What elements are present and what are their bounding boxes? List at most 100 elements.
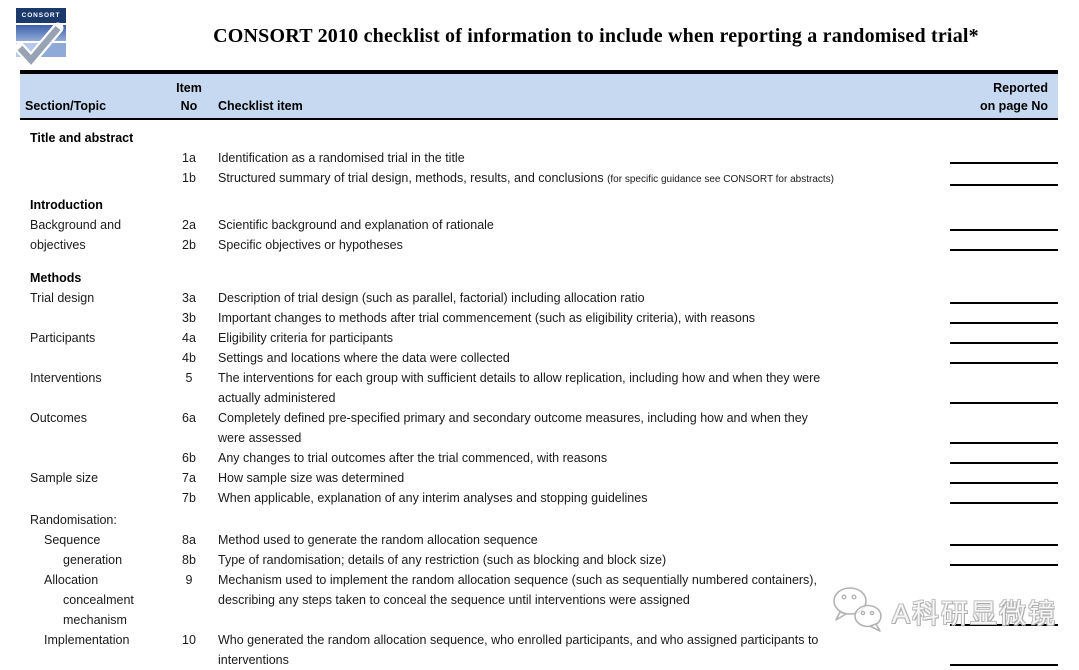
section-cell [20,348,160,368]
section-cell: Participants [20,328,160,348]
reported-page-cell [949,550,1058,570]
section-cell: Outcomes [20,408,160,448]
section-label-line: Sequence [44,533,101,547]
reported-page-cell [949,215,1058,235]
checklist-item-cell: Who generated the random allocation sequ… [218,633,819,667]
small-note: (for specific guidance see CONSORT for a… [607,174,835,185]
section-cell: Sample size [20,468,160,488]
item-no-cell: 2a [182,218,196,232]
section-heading-row: Methods [20,268,1058,288]
section-label-line: generation [63,553,123,567]
item-no-cell: 7b [182,491,196,505]
table-row: Implementation 10 Who generated the random… [20,630,1058,670]
page-title: CONSORT 2010 checklist of information to… [213,25,979,47]
table-row: Trial design 3a Description of trial desig… [20,288,1058,308]
page-number-blank-line [950,482,1058,484]
item-no-cell: 9 [185,573,193,587]
section-label-line: objectives [30,238,86,252]
page-number-blank-line [950,564,1058,566]
reported-page-cell [949,630,1058,670]
section-label-line: Sample size [30,471,99,485]
table-row: 7b When applicable, explanation of any in… [20,488,1058,508]
table-row: Interventions 5 The interventions for each… [20,368,1058,408]
section-cell: Implementation [20,630,160,670]
table-row: generation 8b Type of randomisation; detai… [20,550,1058,570]
item-no-cell: 4b [182,351,196,365]
section-cell: Allocation concealment mechanism [20,570,160,630]
item-no-cell: 7a [182,471,196,485]
checklist-item-cell: When applicable, explanation of any inte… [218,491,648,505]
page-number-blank-line [950,502,1058,504]
section-label-line: Allocation [44,573,99,587]
reported-page-cell [949,530,1058,550]
section-cell: objectives [20,235,160,255]
item-no-cell: 2b [182,238,196,252]
header-section-topic: Section/Topic [25,99,107,113]
section-cell: Trial design [20,288,160,308]
section-cell: generation [20,550,160,570]
reported-page-cell [949,328,1058,348]
section-heading-row: Title and abstract [20,128,1058,148]
table-row: Background and 2a Scientific background an… [20,215,1058,235]
section-label-line: Outcomes [30,411,87,425]
section-label-line: concealment [63,593,134,607]
section-heading-row: Introduction [20,195,1058,215]
section-heading: Title and abstract [30,131,134,145]
section-label-line: mechanism [63,613,127,627]
section-heading-row: Randomisation: [20,510,1058,530]
checklist-item-cell: Eligibility criteria for participants [218,331,394,345]
checklist-item-cell: Scientific background and explanation of… [218,218,494,232]
reported-page-cell [949,168,1058,190]
checklist-item-cell: Identification as a randomised trial in … [218,151,465,165]
section-label-line: Implementation [44,633,130,647]
table-body: Title and abstract 1a Identification as a … [20,120,1058,670]
reported-page-cell [949,348,1058,368]
table-row: objectives 2b Specific objectives or hypot… [20,235,1058,255]
reported-page-cell [949,368,1058,408]
section-label-line: Background and [30,218,122,232]
item-no-cell: 1b [182,171,196,185]
item-no-cell: 3b [182,311,196,325]
page-number-blank-line [950,544,1058,546]
table-row: 1a Identification as a randomised trial i… [20,148,1058,168]
table-row: 6b Any changes to trial outcomes after th… [20,448,1058,468]
checklist-table: Section/Topic Item No Checklist item Rep… [20,70,1058,670]
table-row: Sample size 7a How sample size was determi… [20,468,1058,488]
reported-page-cell [949,468,1058,488]
reported-page-cell [949,408,1058,448]
table-row: 3b Important changes to methods after tri… [20,308,1058,328]
header-checklist-item: Checklist item [218,99,303,113]
page-number-blank-line [950,624,1058,626]
section-heading: Methods [30,271,82,285]
page-number-blank-line [950,229,1058,231]
header-reported-on-page: Reported on page No [979,81,1048,113]
section-cell: Sequence [20,530,160,550]
page-number-blank-line [950,362,1058,364]
table-header: Section/Topic Item No Checklist item Rep… [20,70,1058,120]
item-no-cell: 8b [182,553,196,567]
title-area: CONSORT CONSORT 2010 checklist of inform… [0,0,1079,70]
reported-page-cell [949,235,1058,255]
table-row: Sequence 8a Method used to generate the ra… [20,530,1058,550]
page-number-blank-line [950,184,1058,186]
section-heading: Introduction [30,198,103,212]
checklist-item-cell: Method used to generate the random alloc… [218,533,538,547]
checklist-item-cell: Important changes to methods after trial… [218,311,756,325]
reported-page-cell [949,488,1058,508]
checklist-item-cell: Mechanism used to implement the random a… [218,573,817,607]
section-cell [20,308,160,328]
item-no-cell: 6a [182,411,196,425]
item-no-cell: 10 [182,633,196,647]
checkmark-icon [14,22,64,66]
section-label: Randomisation: [30,513,117,527]
section-label-line: Trial design [30,291,95,305]
section-cell [20,148,160,168]
page-number-blank-line [950,249,1058,251]
section-cell [20,488,160,508]
item-no-cell: 1a [182,151,196,165]
consort-logo-label: CONSORT [16,8,66,23]
reported-page-cell [949,448,1058,468]
item-no-cell: 5 [185,371,193,385]
item-no-cell: 6b [182,451,196,465]
